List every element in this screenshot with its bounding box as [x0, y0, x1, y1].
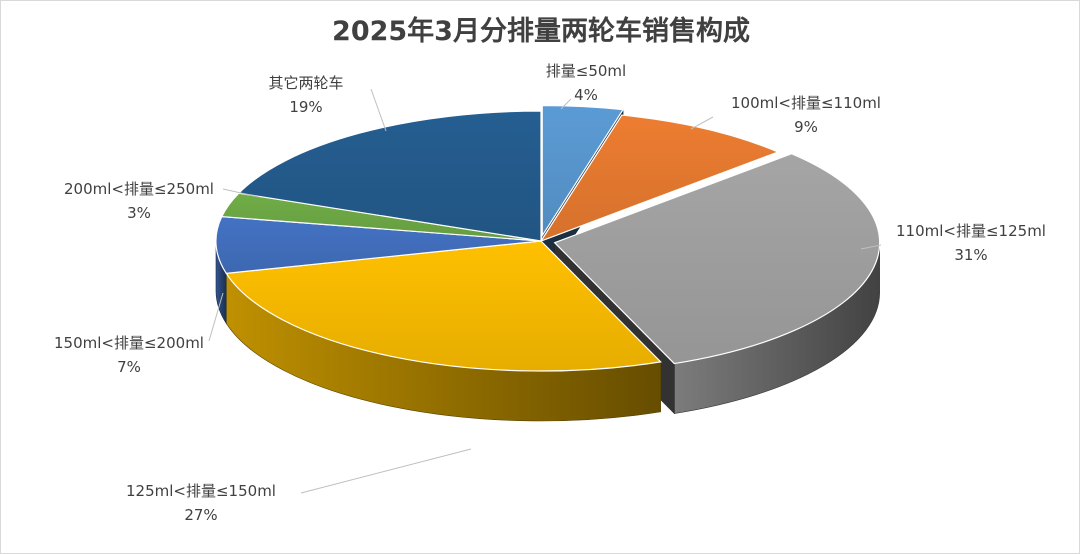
label-slice-2-name: 110ml<排量≤125ml	[896, 222, 1046, 240]
leader-line-2	[860, 244, 882, 250]
label-slice-4: 150ml<排量≤200ml 7%	[29, 331, 229, 379]
label-slice-3: 125ml<排量≤150ml 27%	[101, 479, 301, 527]
slice-4	[215, 216, 542, 274]
label-slice-6-name: 其它两轮车	[268, 74, 344, 92]
label-slice-2: 110ml<排量≤125ml 31%	[871, 219, 1071, 267]
leader-line-1	[690, 116, 714, 130]
slice-3	[225, 240, 662, 372]
leader-line-6	[370, 88, 387, 132]
label-slice-4-name: 150ml<排量≤200ml	[54, 334, 204, 352]
label-slice-0: 排量≤50ml 4%	[516, 59, 656, 107]
label-slice-0-name: 排量≤50ml	[545, 62, 627, 80]
label-slice-3-value: 27%	[184, 506, 218, 524]
label-slice-4-value: 7%	[117, 358, 141, 376]
leader-line-5	[222, 188, 260, 198]
label-slice-3-name: 125ml<排量≤150ml	[126, 482, 276, 500]
label-slice-1-name: 100ml<排量≤110ml	[731, 94, 881, 112]
label-slice-6-value: 19%	[289, 98, 323, 116]
label-slice-1-value: 9%	[794, 118, 818, 136]
slice-1	[539, 114, 780, 243]
leader-line-4	[208, 292, 224, 342]
label-slice-0-value: 4%	[574, 86, 598, 104]
label-slice-5: 200ml<排量≤250ml 3%	[39, 177, 239, 225]
slice-2	[553, 153, 881, 365]
slice-6	[237, 110, 542, 242]
label-slice-2-value: 31%	[954, 246, 988, 264]
leader-line-0	[560, 98, 572, 110]
slice-0	[541, 104, 625, 238]
label-slice-6: 其它两轮车 19%	[231, 71, 381, 119]
label-slice-5-name: 200ml<排量≤250ml	[64, 180, 214, 198]
chart-title: 2025年3月分排量两轮车销售构成	[332, 16, 750, 47]
leader-line-3	[300, 448, 472, 494]
label-slice-1: 100ml<排量≤110ml 9%	[706, 91, 906, 139]
label-slice-5-value: 3%	[127, 204, 151, 222]
